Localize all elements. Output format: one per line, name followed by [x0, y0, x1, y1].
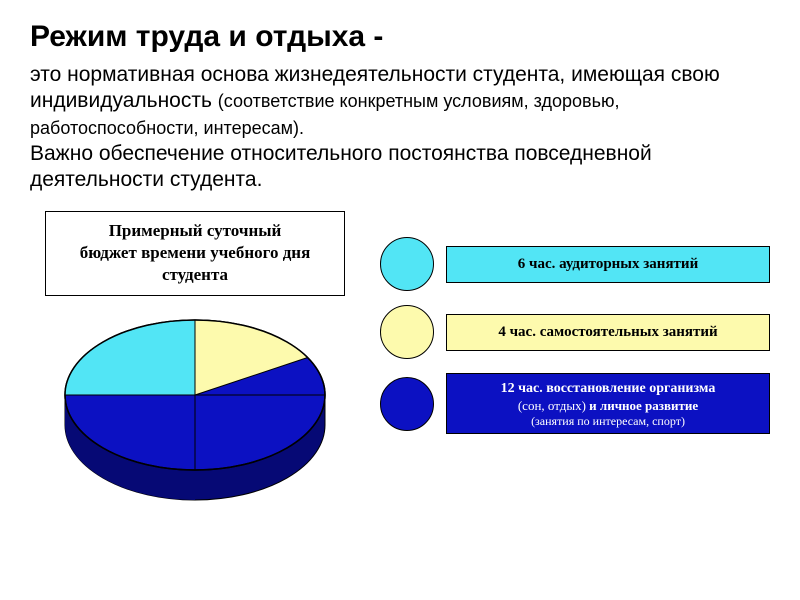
- legend-swatch-2: [380, 305, 434, 359]
- legend-3-line1: 12 час. восстановление организма: [453, 380, 763, 398]
- desc-line-2: Важно обеспечение относительного постоян…: [30, 142, 652, 191]
- legend-row-1: 6 час. аудиторных занятий: [380, 237, 770, 291]
- legend-3-line3: (занятия по интересам, спорт): [453, 414, 763, 429]
- legend-3-line2: (сон, отдых) и личное развитие: [453, 398, 763, 414]
- legend-swatch-1: [380, 237, 434, 291]
- left-column: Примерный суточный бюджет времени учебно…: [30, 211, 360, 519]
- legend-3-line2b: и личное развитие: [589, 398, 698, 413]
- legend-row-3: 12 час. восстановление организма (сон, о…: [380, 373, 770, 434]
- legend-label-3: 12 час. восстановление организма (сон, о…: [446, 373, 770, 434]
- legend-text-1: 6 час. аудиторных занятий: [518, 256, 698, 272]
- legend-row-2: 4 час. самостоятельных занятий: [380, 305, 770, 359]
- pie-top: [55, 310, 335, 480]
- budget-label-box: Примерный суточный бюджет времени учебно…: [45, 211, 345, 295]
- budget-label-l2: бюджет времени учебного дня: [80, 243, 311, 262]
- legend: 6 час. аудиторных занятий 4 час. самосто…: [380, 211, 770, 519]
- legend-text-2: 4 час. самостоятельных занятий: [498, 324, 717, 340]
- lower-section: Примерный суточный бюджет времени учебно…: [30, 211, 770, 519]
- legend-swatch-3: [380, 377, 434, 431]
- legend-label-2: 4 час. самостоятельных занятий: [446, 314, 770, 351]
- legend-label-1: 6 час. аудиторных занятий: [446, 246, 770, 283]
- legend-3-line2a: (сон, отдых): [518, 398, 586, 413]
- budget-label-l3: студента: [162, 265, 228, 284]
- page-title: Режим труда и отдыха -: [30, 20, 770, 54]
- budget-label-l1: Примерный суточный: [109, 221, 282, 240]
- description: это нормативная основа жизнедеятельности…: [30, 62, 770, 193]
- pie-chart: [45, 310, 345, 520]
